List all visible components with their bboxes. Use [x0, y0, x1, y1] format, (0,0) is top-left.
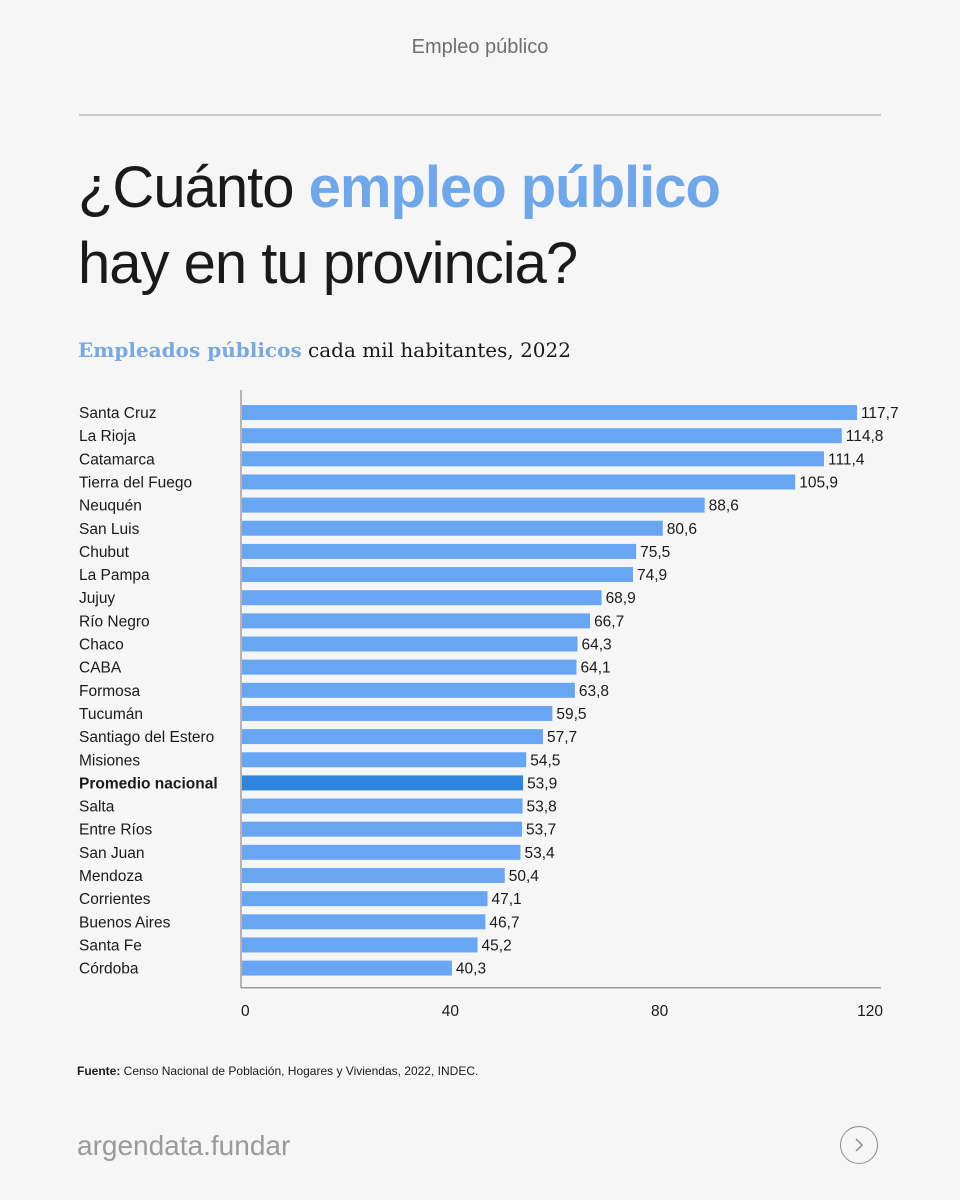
- value-label: 64,1: [580, 660, 610, 677]
- category-label: Misiones: [79, 752, 140, 769]
- bar: [242, 914, 486, 930]
- title-accent: empleo público: [308, 155, 721, 220]
- bar: [242, 729, 543, 745]
- brand-logo-text: argendata.fundar: [77, 1130, 291, 1161]
- bar: [242, 868, 505, 883]
- value-label: 45,2: [482, 937, 512, 954]
- value-label: 53,9: [527, 775, 557, 792]
- category-label: Formosa: [79, 683, 141, 700]
- bar: [242, 821, 523, 837]
- bar: [242, 428, 842, 444]
- subtitle-accent: Empleados públicos: [78, 338, 302, 362]
- value-label: 117,7: [861, 405, 899, 422]
- source-label: Fuente:: [77, 1064, 121, 1078]
- value-label: 114,8: [846, 428, 884, 445]
- value-label: 46,7: [489, 914, 519, 931]
- x-tick-label: 0: [241, 1003, 250, 1020]
- value-label: 111,4: [828, 451, 865, 468]
- category-label: Chaco: [79, 637, 124, 654]
- value-label: 105,9: [799, 474, 838, 491]
- category-label: San Juan: [79, 845, 145, 862]
- value-label: 63,8: [579, 683, 609, 700]
- category-label: Santa Cruz: [79, 405, 157, 422]
- bar: [242, 798, 523, 814]
- value-label: 74,9: [637, 567, 667, 584]
- source-text: Censo Nacional de Población, Hogares y V…: [120, 1064, 479, 1078]
- value-label: 88,6: [709, 498, 739, 515]
- category-label: Mendoza: [79, 868, 143, 885]
- category-label: La Rioja: [79, 428, 136, 445]
- bar-highlight: [242, 775, 524, 791]
- value-label: 64,3: [582, 637, 612, 654]
- bar: [242, 960, 452, 976]
- top-divider: [79, 114, 881, 116]
- bar: [242, 451, 824, 467]
- value-label: 54,5: [530, 752, 560, 769]
- bar: [242, 613, 591, 629]
- title-part2: hay en tu provincia?: [78, 231, 578, 296]
- category-label: Chubut: [79, 544, 130, 561]
- bar: [242, 705, 553, 721]
- category-label: San Luis: [79, 521, 140, 538]
- bar: [242, 937, 478, 953]
- category-label: Corrientes: [79, 891, 151, 908]
- value-label: 50,4: [509, 868, 540, 885]
- chevron-right-icon: [855, 1138, 864, 1152]
- bar: [242, 497, 705, 513]
- bar: [242, 636, 578, 652]
- source-note: Fuente: Censo Nacional de Población, Hog…: [77, 1064, 478, 1078]
- bars-group: Santa Cruz 117,7 La Rioja 114,8 Catamarca 111…: [79, 405, 899, 978]
- value-label: 80,6: [667, 521, 697, 538]
- title-part1: ¿Cuánto: [78, 155, 309, 220]
- value-label: 66,7: [594, 613, 624, 630]
- category-label: Córdoba: [79, 961, 139, 978]
- axes-group: 0 40 80 120: [240, 390, 883, 1020]
- category-label: Santa Fe: [79, 937, 142, 954]
- value-label: 59,5: [556, 706, 586, 723]
- bar: [242, 682, 575, 698]
- category-label: CABA: [79, 660, 122, 677]
- value-label: 40,3: [456, 961, 486, 978]
- page-title: ¿Cuánto empleo público hay en tu provinc…: [78, 150, 721, 302]
- category-label: La Pampa: [79, 567, 150, 584]
- category-label: Santiago del Estero: [79, 729, 214, 746]
- bar: [242, 844, 521, 860]
- value-label: 68,9: [606, 590, 636, 607]
- category-label: Tierra del Fuego: [79, 474, 192, 491]
- chart-subtitle: Empleados públicos cada mil habitantes, …: [78, 338, 571, 362]
- bar: [242, 752, 527, 768]
- category-label: Tucumán: [79, 706, 143, 723]
- bar: [242, 543, 637, 559]
- bar: [242, 891, 488, 907]
- x-tick-label: 40: [442, 1003, 460, 1020]
- category-label: Entre Ríos: [79, 822, 152, 839]
- bar: [242, 659, 577, 675]
- bar: [242, 590, 602, 606]
- category-label: Río Negro: [79, 613, 150, 630]
- category-label: Catamarca: [79, 451, 155, 468]
- x-tick-label: 120: [857, 1003, 883, 1020]
- bar: [242, 405, 857, 420]
- bar: [242, 567, 633, 583]
- category-label: Jujuy: [79, 590, 115, 607]
- category-label: Promedio nacional: [79, 775, 218, 792]
- category-label: Neuquén: [79, 498, 142, 515]
- category-label: Buenos Aires: [79, 914, 171, 931]
- value-label: 57,7: [547, 729, 577, 746]
- value-label: 53,7: [526, 822, 556, 839]
- bar: [242, 520, 663, 536]
- section-label: Empleo público: [411, 36, 549, 58]
- x-tick-label: 80: [651, 1003, 669, 1020]
- bar-chart: Santa Cruz 117,7 La Rioja 114,8 Catamarca 111…: [79, 390, 899, 1020]
- value-label: 53,8: [527, 799, 557, 816]
- bar: [242, 474, 796, 490]
- value-label: 47,1: [491, 891, 521, 908]
- category-label: Salta: [79, 799, 115, 816]
- next-button[interactable]: [840, 1126, 878, 1164]
- subtitle-rest: cada mil habitantes, 2022: [301, 338, 571, 362]
- value-label: 53,4: [524, 845, 555, 862]
- value-label: 75,5: [640, 544, 670, 561]
